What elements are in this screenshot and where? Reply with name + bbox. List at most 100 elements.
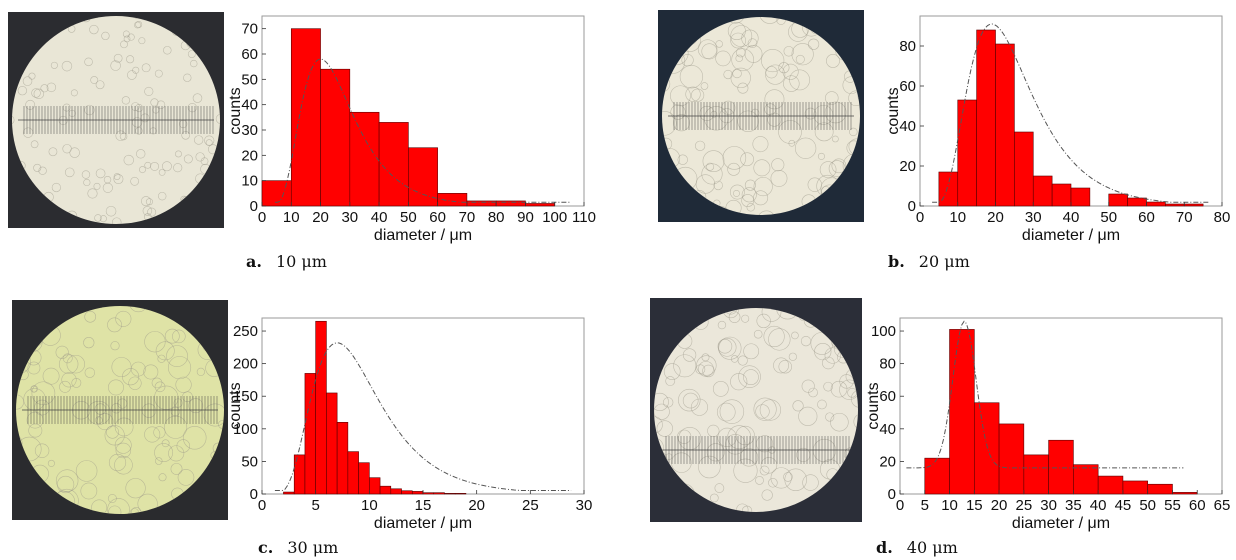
histogram-bar [1070, 187, 1091, 207]
x-tick-label: 80 [488, 209, 505, 226]
y-tick-label: 0 [908, 198, 916, 215]
x-tick-label: 10 [949, 209, 966, 226]
caption-letter: c. [258, 538, 274, 557]
y-tick-label: 50 [241, 71, 258, 88]
histogram-bar [304, 373, 316, 495]
histogram-bar [401, 490, 413, 495]
histogram-bar [390, 488, 402, 495]
histogram-bar [1127, 197, 1147, 207]
fit-curve [906, 320, 1184, 469]
histogram-bar [938, 171, 959, 207]
x-tick-label: 20 [468, 497, 485, 514]
histogram-bar [1023, 454, 1049, 495]
y-tick-label: 60 [899, 78, 916, 95]
histogram-bar [466, 200, 497, 207]
histogram-bar [1032, 175, 1053, 207]
histogram-bar [1165, 203, 1185, 207]
y-tick-label: 0 [888, 486, 896, 503]
y-tick-label: 60 [241, 46, 258, 63]
x-tick-label: 90 [517, 209, 534, 226]
y-tick-label: 80 [899, 38, 916, 55]
y-tick-label: 20 [899, 158, 916, 175]
x-tick-label: 20 [987, 209, 1004, 226]
micrograph-image [12, 300, 228, 520]
x-tick-label: 0 [896, 497, 904, 514]
caption-letter: d. [876, 538, 893, 557]
histogram-bar [924, 457, 950, 495]
x-tick-label: 0 [258, 497, 266, 514]
caption-letter: a. [246, 252, 262, 271]
y-tick-label: 80 [879, 356, 896, 373]
y-tick-label: 20 [241, 147, 258, 164]
figure-caption: a. 10 μm [246, 252, 327, 271]
fit-curve [932, 23, 1210, 203]
histogram-bar [315, 320, 327, 495]
histogram-bar [454, 493, 467, 495]
caption-size: 10 μm [275, 252, 327, 271]
y-tick-label: 10 [241, 173, 258, 190]
panel-c: 0 5 10 15 20 25 30 0 50 100 150 200 250 diameter / μm… [0, 280, 618, 560]
x-tick-label: 30 [1025, 209, 1042, 226]
histogram-bar [995, 43, 1015, 207]
histogram-bar [349, 111, 380, 207]
x-tick-label: 45 [1115, 497, 1132, 514]
micrograph-image [658, 10, 864, 222]
y-axis-label: counts [227, 87, 244, 134]
histogram-bar [1073, 464, 1099, 495]
panel-d: 0 5 10 15 20 25 30 35 40 45 50 55 60 65 0 20 40 60 80 100 di… [618, 280, 1236, 560]
figure-caption: c. 30 μm [258, 538, 338, 557]
y-tick-label: 20 [879, 453, 896, 470]
y-tick-label: 150 [233, 388, 258, 405]
histogram-bar [283, 491, 295, 495]
figure-caption: d. 40 μm [876, 538, 958, 557]
x-tick-label: 35 [1065, 497, 1082, 514]
y-tick-label: 40 [899, 118, 916, 135]
histogram-bar [444, 493, 456, 495]
x-tick-label: 60 [1189, 497, 1206, 514]
x-tick-label: 70 [1176, 209, 1193, 226]
panel-a: 0 10 20 30 40 50 60 70 80 90 100 110 0 10 20 30 40 50 60 70… [0, 0, 618, 280]
histogram-bar [358, 462, 370, 495]
caption-letter: b. [888, 252, 905, 271]
figure-caption: b. 20 μm [888, 252, 970, 271]
histogram-bar [369, 477, 381, 495]
y-tick-label: 100 [233, 421, 258, 438]
histogram-bar [976, 29, 996, 207]
histogram-bar [411, 491, 424, 495]
x-tick-label: 50 [1100, 209, 1117, 226]
x-tick-label: 10 [283, 209, 300, 226]
y-tick-label: 70 [241, 21, 258, 38]
x-axis-label: diameter / μm [374, 227, 472, 244]
histogram-bar [1183, 203, 1204, 207]
y-tick-label: 0 [250, 198, 258, 215]
histogram-bar [1172, 492, 1198, 495]
histogram-bar [290, 28, 321, 207]
y-tick-label: 30 [241, 122, 258, 139]
histogram-bar [998, 423, 1025, 495]
histogram-bar [422, 492, 435, 495]
histogram-chart: 0 5 10 15 20 25 30 0 50 100 150 200 250 diameter / μm… [227, 317, 592, 532]
x-axis-label: diameter / μm [1022, 227, 1120, 244]
histogram-bar [336, 421, 349, 495]
micrograph-image [8, 12, 224, 228]
x-tick-label: 30 [1040, 497, 1057, 514]
histogram-bar [1147, 483, 1173, 495]
caption-size: 20 μm [918, 252, 970, 271]
x-tick-label: 10 [361, 497, 378, 514]
histogram-bar [347, 451, 359, 495]
x-tick-label: 15 [966, 497, 983, 514]
x-tick-label: 70 [459, 209, 476, 226]
histogram-bar [320, 68, 351, 207]
histogram-bar [1014, 131, 1034, 207]
x-tick-label: 80 [1214, 209, 1231, 226]
x-tick-label: 5 [921, 497, 929, 514]
histogram-bar [974, 402, 1000, 495]
histogram-bar [1051, 183, 1072, 207]
histogram-bar [378, 122, 409, 207]
y-tick-label: 0 [250, 486, 258, 503]
x-tick-label: 25 [522, 497, 539, 514]
fit-curve [274, 58, 572, 203]
histogram-bar [1122, 480, 1148, 495]
x-axis-label: diameter / μm [1012, 515, 1110, 532]
histogram-bar [379, 485, 392, 495]
